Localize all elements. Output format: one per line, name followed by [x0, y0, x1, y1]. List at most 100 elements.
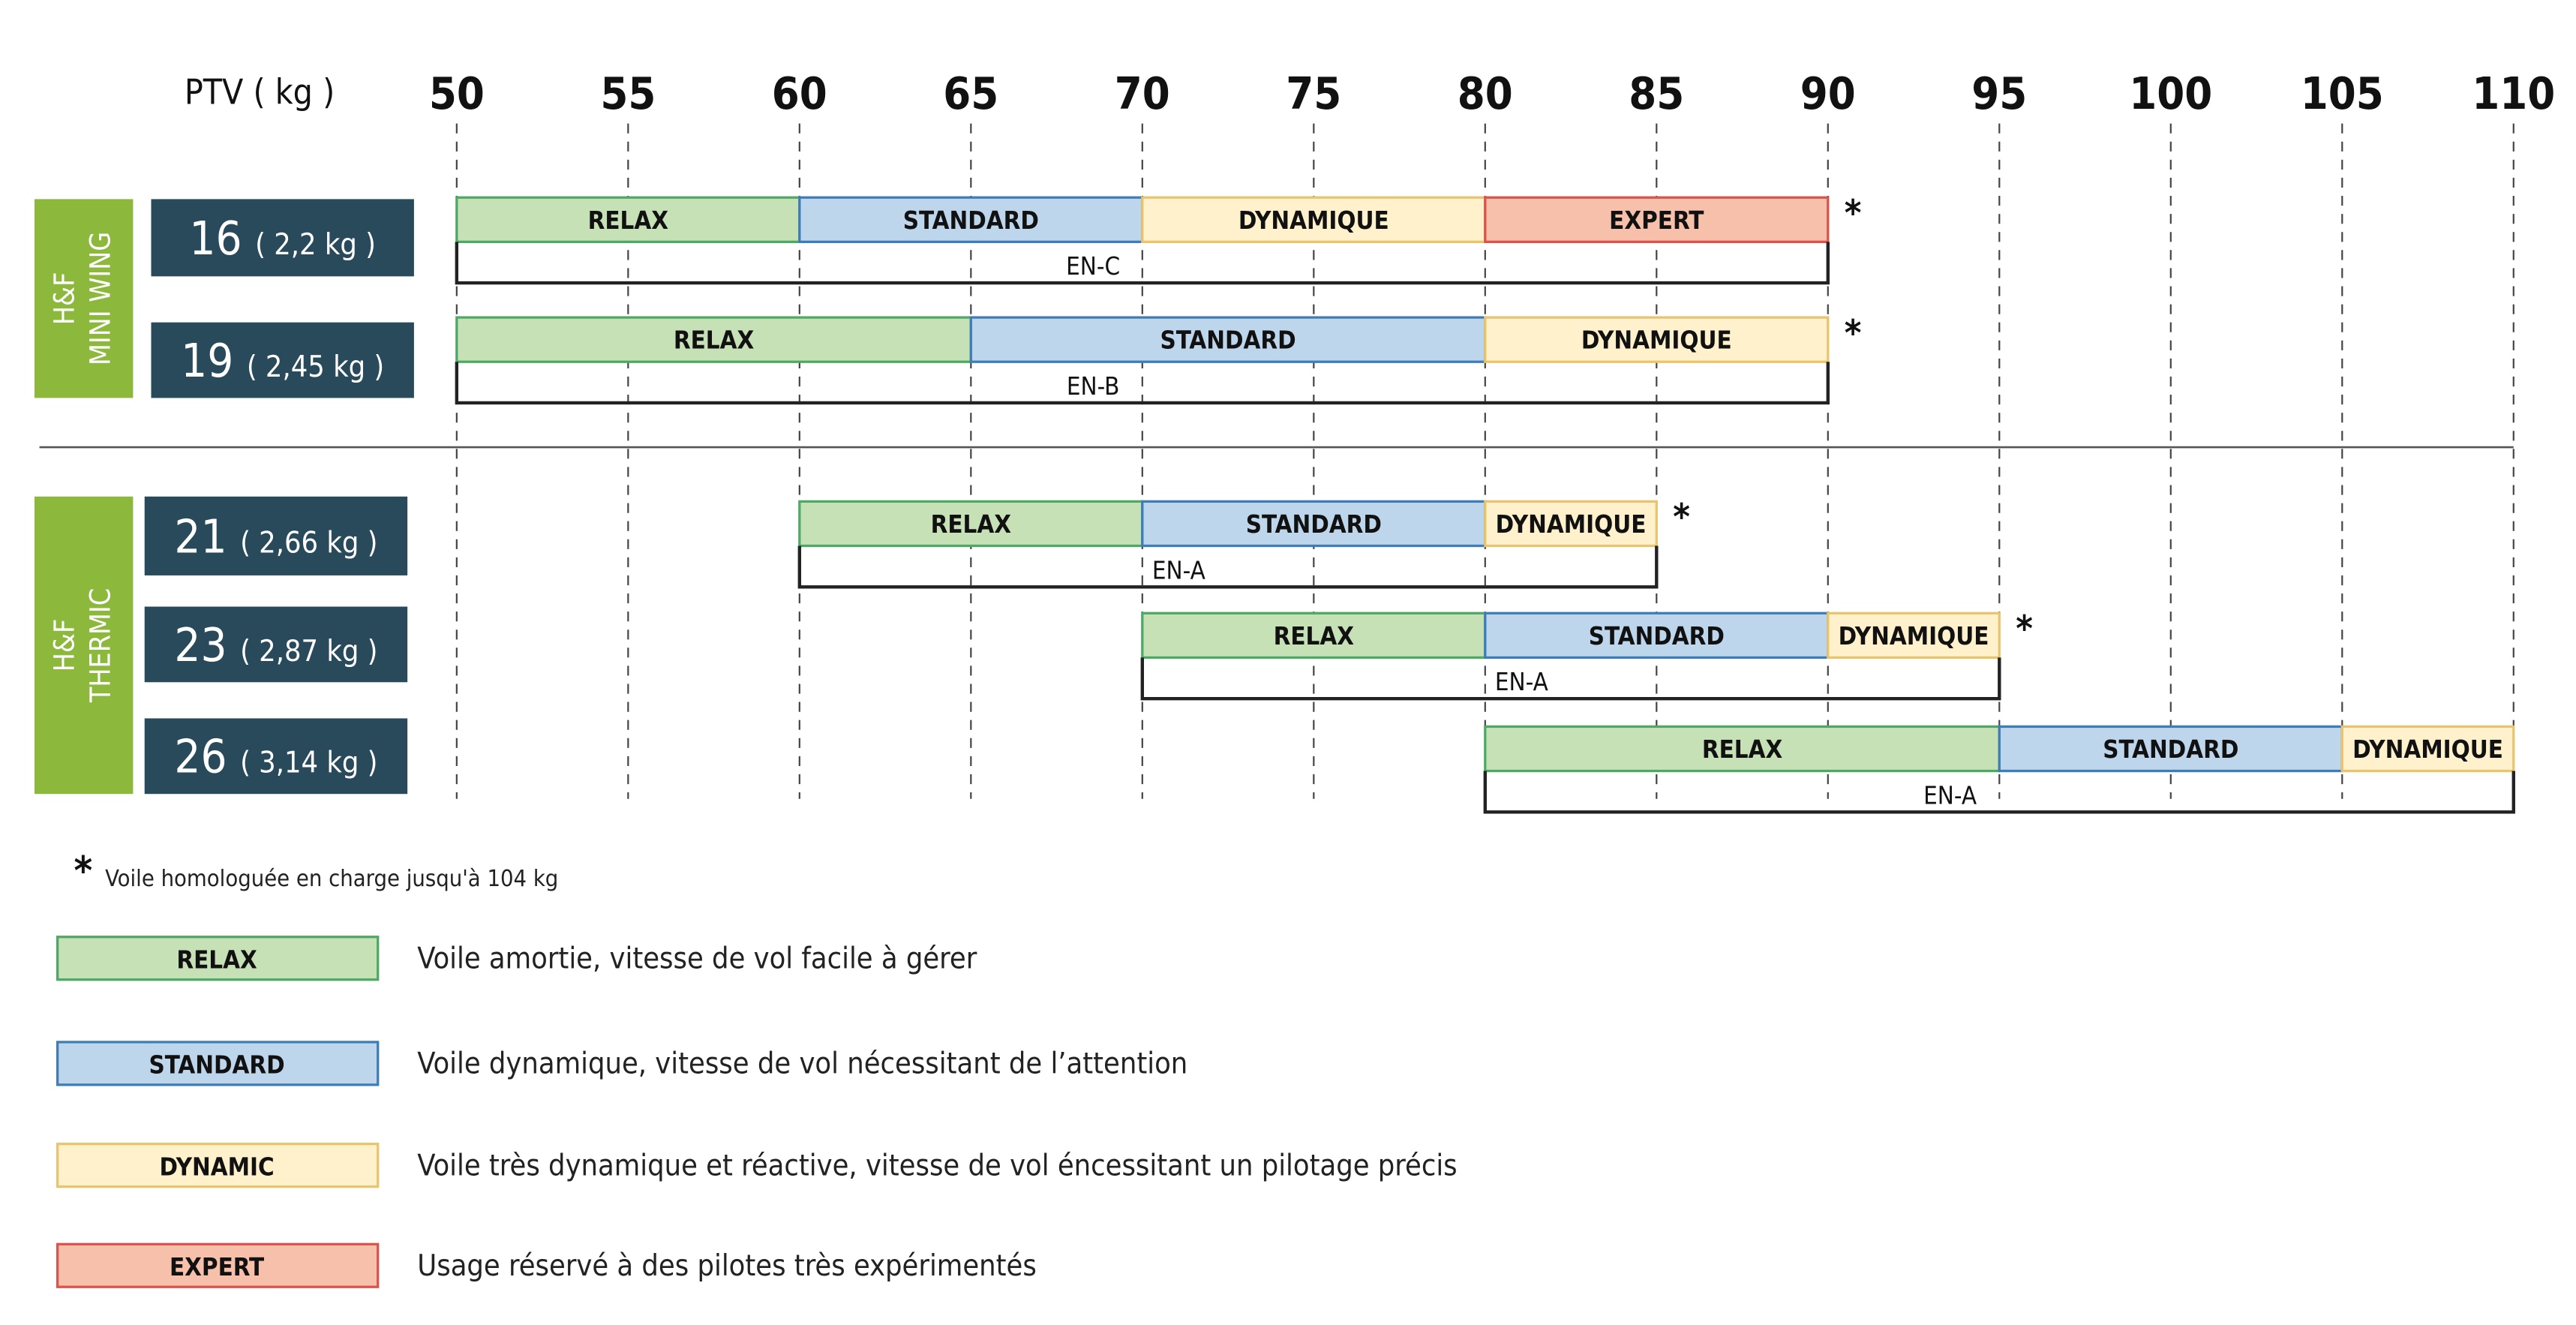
asterisk-marker: * — [2016, 608, 2033, 650]
group-name-line2: THERMIC — [84, 588, 117, 703]
bar-segment-relax — [455, 196, 801, 243]
x-tick-label: 110 — [2472, 68, 2555, 119]
x-tick-label: 60 — [772, 68, 827, 119]
bar-segment-dynamic — [1484, 500, 1658, 548]
certification-label: EN-A — [1923, 781, 1977, 810]
size-row-19: 19 ( 2,45 kg ) RELAX STANDARD DYNAMIQUE EN-B… — [151, 312, 1862, 405]
axis-label: PTV ( kg ) — [185, 71, 335, 112]
size-weight: ( 2,2 kg ) — [255, 227, 376, 262]
legend-description: Voile amortie, vitesse de vol facile à g… — [417, 941, 977, 975]
size-label: 19 ( 2,45 kg ) — [181, 335, 384, 388]
bar-segment-dynamic — [1141, 196, 1487, 243]
bar-segment-label: DYNAMIQUE — [2352, 735, 2503, 764]
x-tick-label: 105 — [2301, 68, 2384, 119]
footnote-text: Voile homologuée en charge jusqu'à 104 k… — [105, 866, 558, 892]
bar-segment-dynamic — [1827, 611, 2001, 659]
legend-swatch — [56, 1242, 380, 1288]
bar-segment-label: RELAX — [1702, 735, 1783, 764]
bar-segment-label: RELAX — [674, 326, 755, 355]
legend: RELAX Voile amortie, vitesse de vol facil… — [56, 936, 1458, 1288]
bar-segment-dynamic — [1484, 316, 1830, 363]
x-tick-label: 85 — [1629, 68, 1684, 119]
size-label-box — [151, 322, 414, 398]
certification-label: EN-B — [1067, 372, 1120, 401]
size-row-16: 16 ( 2,2 kg ) RELAX STANDARD DYNAMIQUE EXPER… — [151, 192, 1862, 285]
certification-bracket — [455, 242, 1830, 285]
x-tick-label: 100 — [2129, 68, 2212, 119]
group-label-box — [34, 496, 134, 795]
legend-description: Voile très dynamique et réactive, vitess… — [417, 1148, 1457, 1182]
group-label-box — [34, 199, 134, 398]
legend-swatch-label: EXPERT — [170, 1253, 264, 1281]
bar-segment-relax — [798, 500, 1144, 548]
legend-swatch-label: STANDARD — [149, 1051, 284, 1080]
certification-bracket — [1483, 771, 2515, 814]
size-number: 19 — [181, 335, 247, 388]
asterisk-marker: * — [1845, 192, 1862, 234]
bar-segment-label: DYNAMIQUE — [1238, 206, 1389, 235]
legend-description: Voile dynamique, vitesse de vol nécessit… — [417, 1047, 1187, 1081]
size-label-box — [144, 718, 408, 795]
size-weight: ( 2,66 kg ) — [240, 525, 377, 560]
certification-bracket — [1140, 657, 2001, 701]
size-label-box — [144, 496, 408, 575]
bar-segment-label: STANDARD — [1160, 326, 1296, 355]
legend-swatch-label: DYNAMIC — [159, 1152, 274, 1181]
bar-segment-label: STANDARD — [903, 206, 1039, 235]
bar-segment-dynamic — [2340, 725, 2515, 773]
x-tick-label: 65 — [943, 68, 998, 119]
size-row-26: 26 ( 3,14 kg ) RELAX STANDARD DYNAMIQUE EN-A — [144, 718, 2515, 814]
bar-segment-label: RELAX — [588, 206, 669, 235]
legend-item-expert: EXPERT Usage réservé à des pilotes très e… — [56, 1242, 1037, 1288]
legend-swatch — [56, 936, 380, 981]
x-tick-label: 55 — [600, 68, 656, 119]
size-number: 26 — [174, 731, 240, 784]
size-weight: ( 2,87 kg ) — [240, 634, 377, 669]
asterisk-marker: * — [1673, 497, 1690, 539]
bar-segment-expert — [1484, 196, 1830, 243]
certification-label: EN-C — [1066, 252, 1120, 281]
group-label-thermic: H&F THERMIC — [34, 496, 134, 795]
x-tick-label: 95 — [1971, 68, 2027, 119]
size-label: 16 ( 2,2 kg ) — [189, 212, 376, 266]
group-name-line1: H&F — [48, 272, 81, 326]
bar-segment-label: STANDARD — [1589, 622, 1725, 650]
size-label-box — [151, 199, 414, 277]
bar-segment-label: STANDARD — [1246, 510, 1382, 539]
legend-item-standard: STANDARD Voile dynamique, vitesse de vol … — [56, 1041, 1187, 1086]
size-weight: ( 2,45 kg ) — [247, 350, 384, 384]
bar-segment-label: EXPERT — [1609, 206, 1704, 235]
legend-item-relax: RELAX Voile amortie, vitesse de vol facil… — [56, 936, 977, 981]
x-tick-label: 75 — [1286, 68, 1341, 119]
bar-segment-label: DYNAMIQUE — [1496, 510, 1647, 539]
bar-segment-label: RELAX — [931, 510, 1012, 539]
bar-segment-label: DYNAMIQUE — [1839, 622, 1989, 650]
certification-label: EN-A — [1495, 668, 1548, 696]
x-tick-label: 70 — [1115, 68, 1170, 119]
certification-label: EN-A — [1152, 556, 1205, 584]
size-label: 26 ( 3,14 kg ) — [174, 731, 377, 784]
group-name-line1: H&F — [48, 619, 81, 672]
size-label: 23 ( 2,87 kg ) — [174, 619, 377, 672]
size-number: 23 — [174, 619, 240, 672]
bar-segment-relax — [455, 316, 972, 363]
legend-swatch — [56, 1143, 380, 1188]
size-label: 21 ( 2,66 kg ) — [174, 510, 377, 563]
size-row-21: 21 ( 2,66 kg ) RELAX STANDARD DYNAMIQUE EN-A… — [144, 496, 1690, 589]
size-row-23: 23 ( 2,87 kg ) RELAX STANDARD DYNAMIQUE EN-A… — [144, 606, 2033, 701]
group-label-mini-wing: H&F MINI WING — [34, 199, 134, 398]
size-weight: ( 3,14 kg ) — [240, 746, 377, 780]
size-label-box — [144, 606, 408, 683]
bar-segment-label: DYNAMIQUE — [1581, 326, 1732, 355]
x-tick-label: 90 — [1800, 68, 1856, 119]
legend-swatch — [56, 1041, 380, 1086]
bar-segment-standard — [1141, 500, 1487, 548]
group-name-line2: MINI WING — [84, 232, 117, 365]
asterisk-marker: * — [1845, 312, 1862, 354]
x-tick-label: 80 — [1458, 68, 1513, 119]
size-number: 21 — [174, 510, 240, 563]
bar-segment-label: RELAX — [1274, 622, 1355, 650]
legend-swatch-label: RELAX — [176, 945, 257, 974]
legend-item-dynamic: DYNAMIC Voile très dynamique et réactive,… — [56, 1143, 1458, 1188]
